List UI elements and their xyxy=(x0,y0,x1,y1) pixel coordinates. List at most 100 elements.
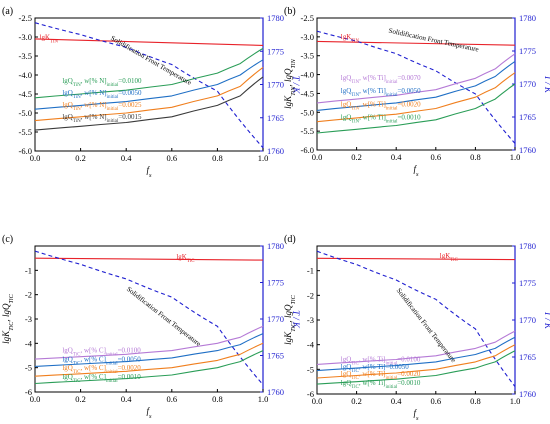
y2-axis-label: T / K xyxy=(543,311,550,330)
y-tick-label: -2.5 xyxy=(301,13,314,23)
x-axis-label: fs xyxy=(413,408,419,422)
y-tick-label: -5.0 xyxy=(19,108,32,118)
y2-tick-label: 1765 xyxy=(267,113,284,123)
x-tick-label: 0.2 xyxy=(75,394,86,404)
x-tick-label: 0.8 xyxy=(212,394,223,404)
y2-tick-label: 1770 xyxy=(267,80,284,90)
x-tick-label: 1.0 xyxy=(510,152,521,162)
y2-tick-label: 1770 xyxy=(519,315,536,325)
x-tick-label: 0.4 xyxy=(121,153,132,163)
x-tick-label: 0.6 xyxy=(166,153,177,163)
series-line-T xyxy=(34,250,264,386)
y-tick-label: -5 xyxy=(307,364,314,374)
y-tick-label: -3.5 xyxy=(301,51,314,61)
y2-axis-label: T / K xyxy=(291,310,301,329)
y-axis-label: lgKTiC, lgQTiC xyxy=(283,294,297,344)
x-tick-label: 0.0 xyxy=(30,153,41,163)
x-tick-label: 0.8 xyxy=(470,152,481,162)
series-line-0.0025 xyxy=(34,66,264,122)
annotation-label: lgQTiC, w[% Ti]=0.0050 xyxy=(341,363,409,374)
y-tick-label: -4.0 xyxy=(19,70,32,80)
panel-4: 0.0 0.2 0.4 0.6 0.8 1.0 -1 -2 -3 -4 -5 -6 1780 1775 17… xyxy=(283,234,550,422)
y-tick-label: -3.0 xyxy=(19,32,32,42)
y-tick-label: -3.5 xyxy=(19,51,32,61)
series-line-T xyxy=(316,250,516,387)
y-tick-label: -3.0 xyxy=(301,32,314,42)
x-tick-label: 0.4 xyxy=(121,394,132,404)
y2-tick-label: 1765 xyxy=(519,112,536,122)
x-tick-label: 0.8 xyxy=(470,396,481,406)
y2-tick-label: 1760 xyxy=(519,145,536,155)
annotation-label: lgQTiC, w[% C]initial=0.0020 xyxy=(62,364,141,375)
series-line-0.0015 xyxy=(34,76,264,131)
x-axis-label: fs xyxy=(146,406,152,420)
x-tick-label: 0.6 xyxy=(430,152,441,162)
x-tick-label: 0.0 xyxy=(312,396,323,406)
x-tick-label: 0.2 xyxy=(351,152,362,162)
annotation-label: lgKTiC xyxy=(440,252,459,263)
annotation-label: lgQTiC, w[% Ti]initial=0.0100 xyxy=(341,355,421,366)
y2-tick-label: 1770 xyxy=(267,314,284,324)
y-tick-label: -5.5 xyxy=(19,127,32,137)
y2-tick-label: 1760 xyxy=(519,389,536,399)
panel-label: (b) xyxy=(284,6,296,17)
annotation-label: lgQTiC, w[% Ti]initial=0.0010 xyxy=(341,379,421,390)
y-tick-label: -1 xyxy=(307,266,314,276)
x-tick-label: 0.0 xyxy=(312,152,323,162)
y-tick-label: -4.5 xyxy=(19,89,32,99)
x-axis-label: fs xyxy=(413,164,419,178)
series-line-0.0010 xyxy=(316,350,516,385)
x-tick-label: 1.0 xyxy=(510,396,521,406)
annotation-label: lgQTiC, w[% C]initial=0.0010 xyxy=(62,373,141,384)
x-tick-label: 0.8 xyxy=(212,153,223,163)
panel-label: (a) xyxy=(2,6,13,17)
y2-tick-label: 1760 xyxy=(267,146,284,156)
series-line-lgK xyxy=(316,257,516,261)
y2-tick-label: 1760 xyxy=(267,387,284,397)
y2-tick-label: 1780 xyxy=(267,13,284,23)
series-line-0.0050 xyxy=(34,59,264,110)
y-tick-label: -4 xyxy=(25,338,33,348)
panel-label: (d) xyxy=(284,234,296,245)
y2-tick-label: 1770 xyxy=(519,79,536,89)
series-line-0.0100 xyxy=(34,325,264,360)
x-tick-label: 0.4 xyxy=(391,396,402,406)
x-axis-label: fs xyxy=(146,165,152,179)
y2-tick-label: 1775 xyxy=(267,278,284,288)
y-tick-label: -4.5 xyxy=(301,88,314,98)
y-tick-label: -5.5 xyxy=(301,126,314,136)
y-tick-label: -3 xyxy=(307,315,314,325)
annotation-label: lgQTiN, w[% N]initial=0.0050 xyxy=(62,89,142,100)
panel-3: 0.0 0.2 0.4 0.6 0.8 1.0 -1 -2 -3 -4 -5 -6 1780 1775 17… xyxy=(1,234,301,420)
y-tick-label: -4 xyxy=(307,340,315,350)
annotation-label: lgQTiN, w[% N]initial=0.0100 xyxy=(62,77,142,88)
series-line-0.0010 xyxy=(34,350,264,385)
y-tick-label: -2 xyxy=(307,290,314,300)
series-line-0.0100 xyxy=(316,330,516,365)
y2-axis-label: T / K xyxy=(543,75,550,94)
x-tick-label: 0.6 xyxy=(430,396,441,406)
y-tick-label: -2.5 xyxy=(19,13,32,23)
x-tick-label: 1.0 xyxy=(258,153,269,163)
panel-2: 0.0 0.2 0.4 0.6 0.8 1.0 -2.5 -3.0 -3.5 -4.0 -4.5 -5… xyxy=(283,6,550,178)
annotation-label: lgQTiN, w[% Ti]initial=0.0050 xyxy=(341,87,421,98)
y2-tick-label: 1780 xyxy=(519,241,536,251)
y2-tick-label: 1780 xyxy=(267,241,284,251)
series-line-T xyxy=(34,22,264,149)
annotation-label: lgQTiN, w[% Ti]initial=0.0070 xyxy=(341,74,421,85)
series-line-0.0050 xyxy=(34,333,264,367)
series-line-0.0010 xyxy=(316,83,516,134)
x-tick-label: 1.0 xyxy=(258,394,269,404)
series-line-T xyxy=(316,30,516,144)
series-line-lgK xyxy=(34,38,264,46)
y2-tick-label: 1775 xyxy=(267,46,284,56)
series-line-lgK xyxy=(316,40,516,46)
annotation-label: lgKTiN xyxy=(341,33,360,44)
y2-tick-label: 1765 xyxy=(267,351,284,361)
annotation-label: lgQTiN, w[% N]initial=0.0025 xyxy=(62,101,142,112)
annotation-label: lgQTiN, w[% Ti]initial=0.0020 xyxy=(341,100,421,111)
y2-tick-label: 1775 xyxy=(519,278,536,288)
y-tick-label: -5.0 xyxy=(301,107,314,117)
annotation-label: lgQTiC, w[% C]initial=0.0100 xyxy=(62,347,141,358)
x-tick-label: 0.2 xyxy=(75,153,86,163)
